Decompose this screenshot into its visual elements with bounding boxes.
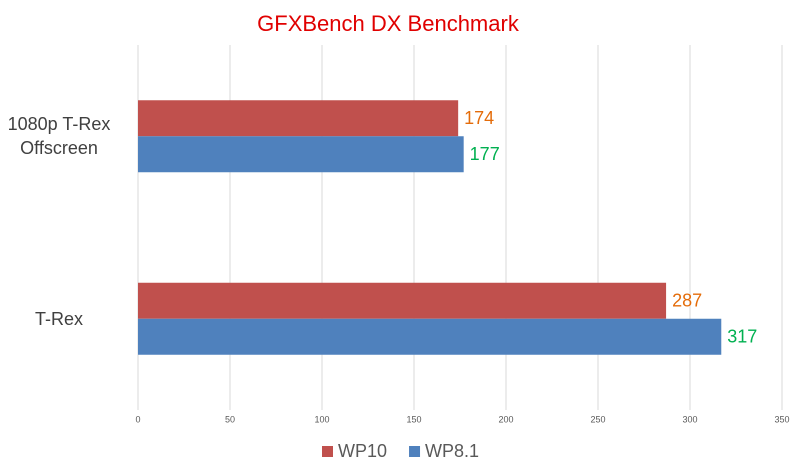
y-tick-label: T-Rex bbox=[34, 308, 83, 329]
x-tick-label: 100 bbox=[314, 414, 329, 424]
chart-title: GFXBench DX Benchmark bbox=[257, 11, 520, 36]
bar bbox=[138, 282, 667, 319]
value-label: 174 bbox=[464, 108, 494, 128]
x-tick-label: 150 bbox=[406, 414, 421, 424]
x-tick-label: 250 bbox=[590, 414, 605, 424]
value-label: 287 bbox=[672, 291, 702, 311]
legend-label: WP8.1 bbox=[425, 441, 479, 461]
value-label: 317 bbox=[727, 327, 757, 347]
legend-swatch bbox=[322, 446, 333, 457]
bar bbox=[138, 136, 464, 173]
y-tick-label: 1080p T-Rex Offscreen bbox=[7, 114, 111, 159]
x-tick-label: 50 bbox=[225, 414, 235, 424]
x-tick-label: 300 bbox=[682, 414, 697, 424]
x-tick-label: 200 bbox=[498, 414, 513, 424]
value-label: 177 bbox=[470, 144, 500, 164]
bar bbox=[138, 318, 722, 355]
x-tick-label: 0 bbox=[135, 414, 140, 424]
legend-label: WP10 bbox=[338, 441, 387, 461]
legend-swatch bbox=[409, 446, 421, 457]
bar bbox=[138, 100, 459, 137]
x-tick-label: 350 bbox=[774, 414, 789, 424]
